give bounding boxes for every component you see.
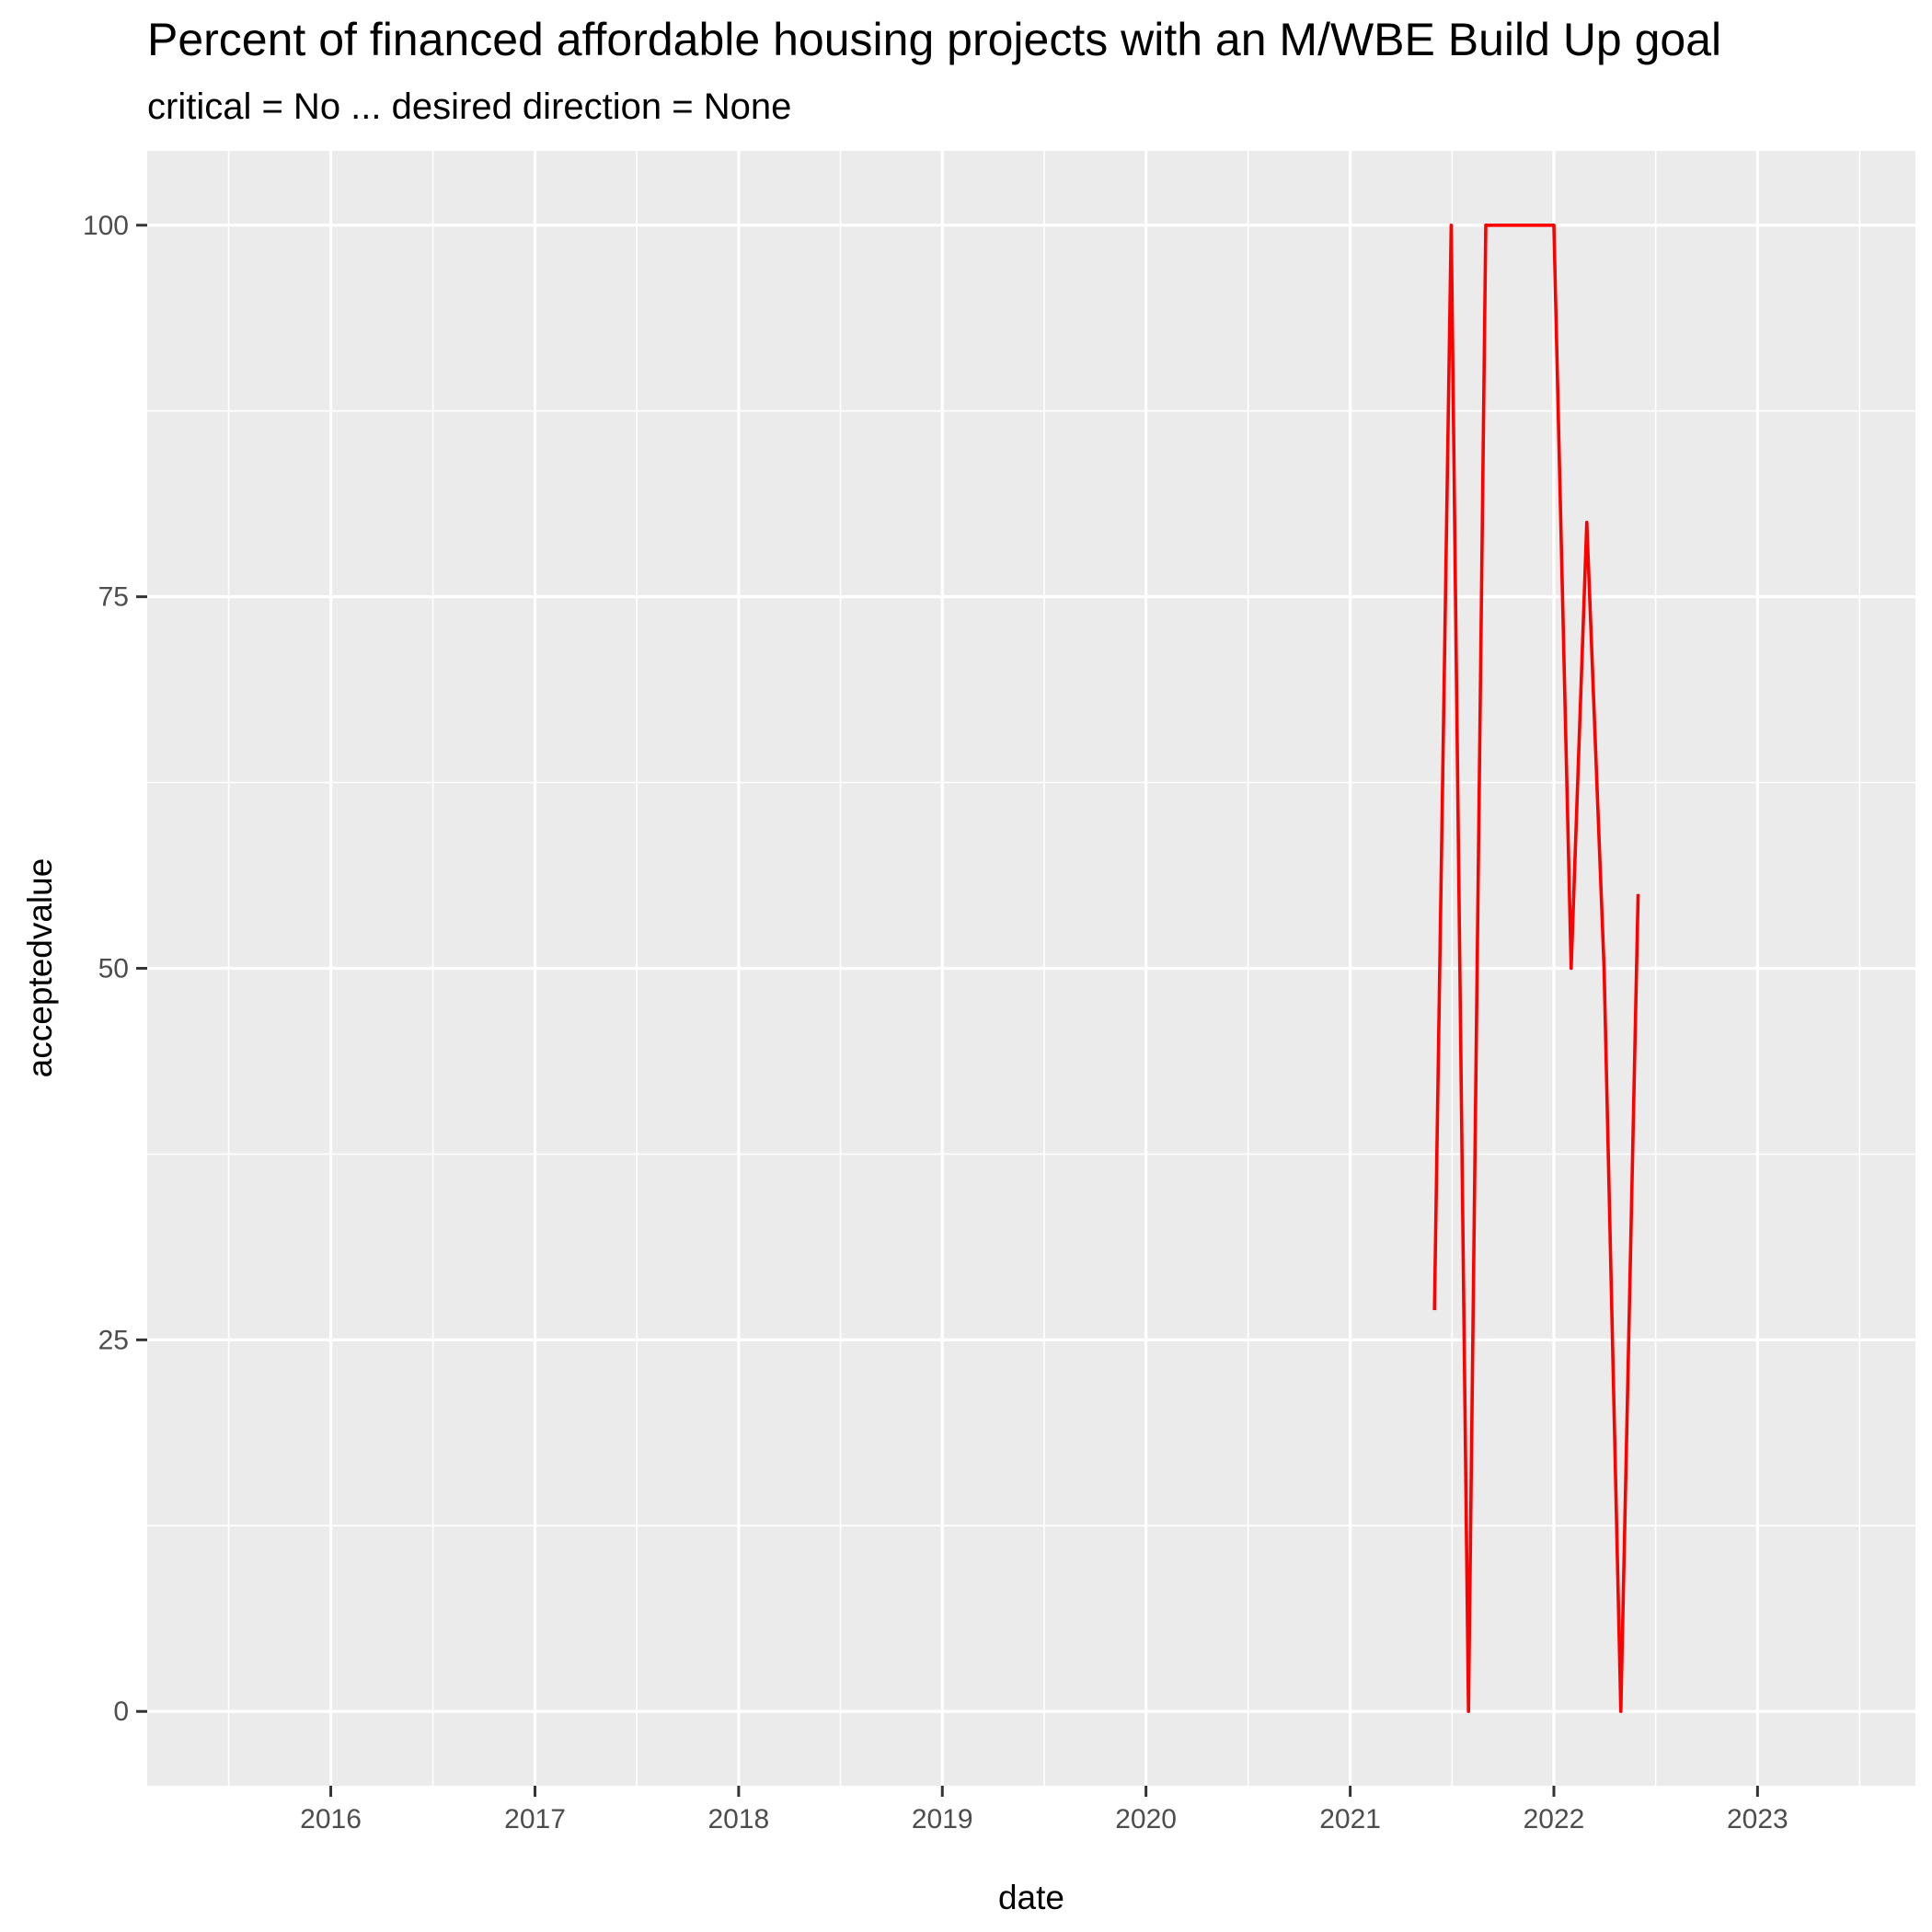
- y-tick-label: 50: [98, 954, 129, 984]
- chart-subtitle: critical = No ... desired direction = No…: [147, 86, 791, 127]
- y-tick-label: 0: [113, 1696, 129, 1727]
- x-tick-label: 2018: [708, 1804, 770, 1834]
- x-tick-label: 2017: [504, 1804, 566, 1834]
- x-tick-label: 2019: [912, 1804, 973, 1834]
- series-layer: [1432, 223, 1640, 1714]
- y-tick-label: 100: [83, 211, 129, 241]
- x-axis-tick-labels: 2016 2017 2018 2019 2020 2021 2022 2023: [300, 1804, 1788, 1834]
- y-tick-label: 75: [98, 582, 129, 613]
- series-line: [1432, 223, 1640, 1714]
- x-tick-label: 2020: [1115, 1804, 1177, 1834]
- x-tick-label: 2022: [1524, 1804, 1585, 1834]
- x-tick-label: 2021: [1319, 1804, 1381, 1834]
- x-tick-label: 2016: [300, 1804, 362, 1834]
- y-axis-tick-labels: 0 25 50 75 100: [83, 211, 129, 1727]
- chart-title: Percent of financed affordable housing p…: [147, 14, 1721, 65]
- y-tick-label: 25: [98, 1325, 129, 1355]
- major-gridlines: [147, 151, 1915, 1786]
- y-axis-title: acceptedvalue: [21, 858, 59, 1078]
- axis-ticks: [136, 224, 1759, 1797]
- x-tick-label: 2023: [1727, 1804, 1788, 1834]
- x-axis-title: date: [998, 1879, 1064, 1916]
